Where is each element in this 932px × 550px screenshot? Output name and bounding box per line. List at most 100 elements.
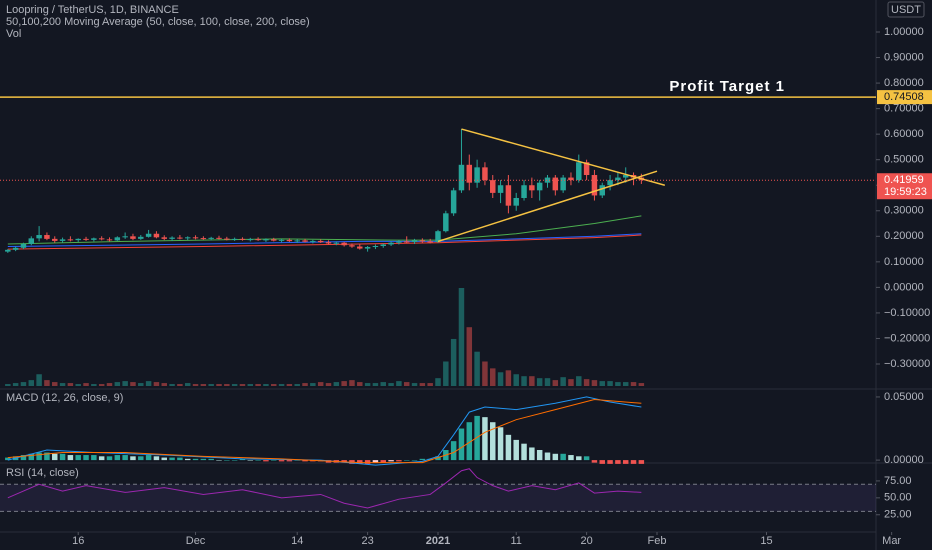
candle-body — [568, 177, 574, 181]
volume-bar — [216, 384, 222, 386]
candle-body — [357, 246, 363, 249]
volume-bar — [161, 383, 167, 386]
macd-histogram-bar — [255, 460, 261, 461]
candle-body — [474, 167, 480, 183]
y-tick-label: 0.05000 — [884, 391, 924, 403]
candle-body — [130, 236, 136, 239]
volume-bar — [411, 383, 418, 386]
macd-histogram-bar — [466, 422, 473, 461]
candle-body — [20, 243, 27, 248]
volume-bar — [497, 372, 504, 386]
candle-body — [599, 185, 605, 196]
macd-histogram-bar — [419, 458, 426, 461]
x-tick-label: 11 — [511, 535, 522, 547]
macd-histogram-bar — [247, 460, 254, 461]
volume-bar — [357, 382, 363, 386]
candle-body — [224, 238, 230, 240]
candle-body — [12, 247, 19, 250]
rsi-line — [7, 468, 642, 509]
volume-bar — [474, 351, 480, 386]
candle-body — [396, 241, 402, 243]
volume-bar — [52, 382, 58, 386]
currency[interactable]: USDT — [891, 4, 921, 16]
candle-body — [333, 242, 340, 244]
y-tick-label: 0.50000 — [884, 154, 924, 166]
volume-bar — [591, 380, 598, 386]
candle-body — [145, 233, 152, 237]
macd-histogram-bar — [396, 460, 402, 462]
candle-body — [114, 237, 121, 241]
target-price-box — [877, 90, 932, 105]
x-tick-label: 23 — [361, 535, 373, 547]
volume-bar — [169, 384, 175, 386]
volume-bar — [630, 382, 637, 386]
volume-bar — [44, 380, 50, 386]
volume-bar — [568, 379, 574, 386]
last-price-box — [877, 173, 932, 200]
volume-bar — [435, 378, 441, 386]
macd-histogram-bar — [403, 460, 410, 461]
volume-bar — [130, 382, 136, 386]
candle-body — [122, 236, 128, 238]
candle-body — [529, 185, 535, 191]
volume-bar — [75, 384, 81, 386]
volume-bar — [5, 384, 11, 386]
volume-bar — [310, 383, 316, 386]
macd-histogram-bar — [106, 456, 113, 461]
currency-box[interactable] — [887, 1, 925, 18]
macd-histogram-bar — [153, 456, 160, 461]
candle-body — [411, 240, 418, 242]
candle-body — [263, 239, 269, 241]
volume-bar — [560, 377, 566, 386]
candle-body — [583, 162, 590, 176]
volume-bar — [177, 384, 183, 386]
candle-body — [443, 213, 449, 232]
volume-bar — [583, 379, 590, 386]
candle-body — [302, 240, 308, 242]
macd-histogram-bar — [302, 460, 308, 462]
macd-histogram-bar — [497, 427, 504, 461]
candle-body — [278, 239, 285, 241]
macd-histogram-bar — [52, 453, 58, 461]
y-tick-label: 0.70000 — [884, 103, 924, 115]
macd-histogram-bar — [28, 453, 35, 461]
x-tick-label: Feb — [648, 535, 667, 547]
macd-histogram-bar — [372, 460, 379, 463]
macd-histogram-bar — [458, 428, 465, 461]
macd-histogram-bar — [294, 460, 300, 461]
volume-bar — [466, 327, 473, 386]
candle-body — [427, 241, 433, 243]
macd-histogram-bar — [169, 457, 175, 461]
macd-histogram-bar — [427, 458, 433, 461]
candle-body — [286, 239, 293, 242]
volume-bar — [419, 383, 426, 386]
candle-body — [388, 242, 394, 245]
candle-body — [372, 246, 379, 248]
macd-histogram-bar — [161, 457, 167, 461]
candle-body — [560, 177, 566, 191]
candle-body — [5, 249, 11, 252]
macd-histogram-bar — [583, 456, 590, 461]
volume-bar — [622, 382, 629, 386]
y-tick-label: 50.00 — [884, 492, 912, 504]
volume-bar — [59, 383, 66, 386]
macd-histogram-bar — [607, 460, 613, 464]
macd-histogram-bar — [536, 450, 543, 461]
macd-histogram-bar — [263, 460, 269, 462]
candle-body — [98, 238, 105, 240]
volume-bar — [278, 384, 285, 386]
macd-histogram-bar — [200, 458, 207, 461]
y-tick-label: 0.30000 — [884, 205, 924, 217]
macd-histogram-bar — [114, 455, 121, 461]
macd-histogram-bar — [490, 422, 496, 461]
macd-histogram-bar — [231, 460, 238, 461]
candle-body — [341, 242, 347, 246]
macd-label: MACD (12, 26, close, 9) — [6, 392, 123, 404]
macd-histogram-bar — [75, 455, 81, 461]
volume-bar — [372, 383, 379, 386]
volume-bar — [294, 384, 300, 386]
candle-body — [349, 245, 355, 247]
candle-body — [52, 238, 58, 241]
ma-label: 50,100,200 Moving Average (50, close, 10… — [6, 16, 310, 28]
candle-body — [91, 238, 97, 240]
